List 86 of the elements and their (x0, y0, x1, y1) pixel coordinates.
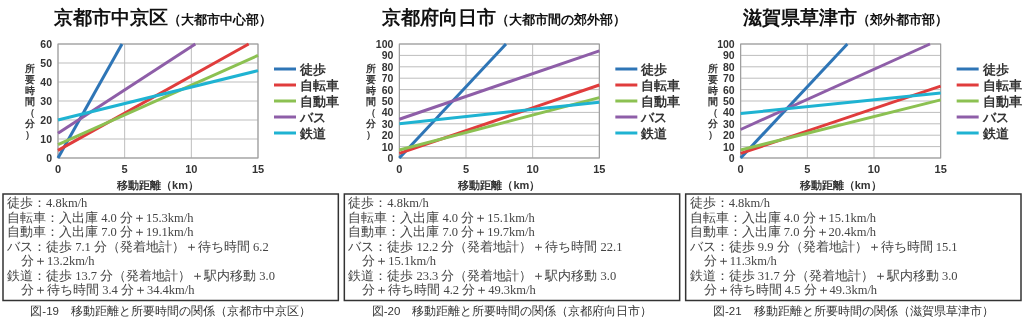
y-axis-title: 所要時間（分） (365, 63, 378, 140)
y-axis-title: 所要時間（分） (706, 63, 719, 140)
x-tick-label: 5 (804, 163, 811, 175)
text: 自転車：入出庫 4.0 分＋15.1km/h (348, 209, 536, 225)
x-axis-title: 移動距離（km） (116, 179, 199, 192)
chart-title: 京都府向日市 (381, 7, 496, 28)
text: 図-19 移動距離と所要時間の関係（京都市中京区） (30, 303, 311, 318)
y-tick-label: 40 (381, 106, 394, 119)
text: 図-21 移動距離と所要時間の関係（滋賀県草津市） (713, 303, 994, 318)
y-tick-label: 10 (722, 140, 735, 153)
legend-label: バス (299, 110, 326, 125)
chart-subtitle: （郊外都市部） (856, 12, 948, 27)
legend-label: 鉄道 (299, 126, 327, 141)
text: 鉄道：徒歩 13.7 分（発着地計）＋駅内移動 3.0 分＋待ち時間 3.4 分＋34.4km/h (7, 267, 278, 297)
text: バス：徒歩 12.2 分（発着地計）＋待ち時間 22.1 分＋15.1km/h (347, 238, 626, 268)
x-tick-label: 10 (526, 163, 539, 175)
legend-label: バス (640, 110, 668, 125)
x-axis-title: 移動距離（km） (457, 179, 541, 192)
legend-label: 自動車 (982, 94, 1022, 109)
y-tick-label: 100 (717, 38, 735, 50)
x-tick-label: 10 (867, 163, 881, 175)
x-tick-label: 0 (54, 163, 62, 175)
y-tick-label: 70 (381, 72, 394, 85)
y-tick-label: 40 (722, 106, 735, 119)
text: 徒歩：4.8km/h (7, 196, 89, 210)
x-tick-label: 15 (251, 163, 265, 175)
y-tick-label: 70 (722, 72, 735, 85)
text: バス：徒歩 7.1 分（発着地計）＋待ち時間 6.2 分＋13.2km/h (6, 238, 272, 268)
y-tick-label: 20 (381, 129, 394, 142)
text: 図-20 移動距離と所要時間の関係（京都府向日市） (371, 303, 653, 318)
y-tick-label: 0 (728, 152, 735, 164)
text: 自動車：入出庫 7.0 分＋19.1km/h (7, 224, 195, 239)
legend-label: バス (981, 110, 1009, 125)
legend-label: 徒歩 (299, 62, 326, 77)
x-tick-label: 5 (121, 163, 128, 175)
y-tick-label: 80 (722, 60, 735, 73)
x-tick-label: 5 (462, 163, 470, 175)
y-tick-label: 0 (387, 152, 394, 164)
legend-label: 徒歩 (640, 62, 668, 77)
x-tick-label: 0 (396, 163, 403, 175)
legend-label: 自転車 (641, 78, 681, 93)
chart-title: 滋賀県草津市 (741, 7, 857, 28)
y-tick-label: 50 (40, 57, 53, 69)
y-tick-label: 0 (46, 152, 53, 164)
y-tick-label: 90 (381, 49, 394, 62)
y-tick-label: 30 (381, 117, 394, 130)
y-tick-label: 30 (40, 95, 53, 107)
y-axis-title: 所要時間（分） (24, 63, 36, 140)
y-tick-label: 60 (381, 83, 394, 96)
y-tick-label: 20 (40, 114, 53, 126)
y-tick-label: 60 (40, 38, 53, 50)
y-tick-label: 90 (722, 49, 735, 62)
y-tick-label: 10 (381, 140, 394, 153)
legend-label: 鉄道 (640, 126, 669, 141)
y-tick-label: 20 (722, 129, 735, 142)
x-tick-label: 0 (737, 163, 744, 175)
y-tick-label: 100 (375, 38, 394, 50)
legend-label: 自動車 (641, 94, 681, 109)
y-tick-label: 50 (381, 95, 394, 107)
text: 鉄道：徒歩 31.7 分（発着地計）＋駅内移動 3.0 分＋待ち時間 4.5 分＋49.3km/h (689, 267, 961, 297)
y-tick-label: 80 (381, 60, 394, 73)
y-tick-label: 10 (40, 133, 53, 145)
x-tick-label: 15 (593, 163, 606, 175)
y-tick-label: 40 (40, 76, 53, 88)
x-axis-title: 移動距離（km） (798, 179, 882, 192)
text: 自転車：入出庫 4.0 分＋15.3km/h (7, 209, 195, 225)
text: 自転車：入出庫 4.0 分＋15.1km/h (689, 209, 877, 225)
chart-subtitle: （大都市間の郊外部） (496, 12, 626, 27)
text: 鉄道：徒歩 23.3 分（発着地計）＋駅内移動 3.0 分＋待ち時間 4.2 分＋49.3km/h (348, 267, 620, 297)
text: 自動車：入出庫 7.0 分＋19.7km/h (348, 224, 536, 239)
x-tick-label: 15 (934, 163, 947, 175)
chart-title: 京都市中京区 (52, 7, 168, 28)
chart-subtitle: （大都市中心部） (167, 12, 272, 27)
legend-label: 自転車 (300, 78, 339, 93)
text: 自動車：入出庫 7.0 分＋20.4km/h (689, 224, 877, 239)
legend-label: 鉄道 (981, 126, 1010, 141)
text: 徒歩：4.8km/h (689, 196, 771, 210)
y-tick-label: 30 (722, 117, 735, 130)
legend-label: 徒歩 (981, 62, 1009, 77)
y-tick-label: 50 (722, 95, 735, 107)
y-tick-label: 60 (722, 83, 735, 96)
text: 徒歩：4.8km/h (348, 196, 430, 210)
legend-label: 自転車 (982, 78, 1022, 93)
legend-label: 自動車 (300, 94, 339, 109)
text: バス：徒歩 9.9 分（発着地計）＋待ち時間 15.1 分＋11.3km/h (688, 238, 961, 268)
x-tick-label: 10 (185, 163, 198, 175)
